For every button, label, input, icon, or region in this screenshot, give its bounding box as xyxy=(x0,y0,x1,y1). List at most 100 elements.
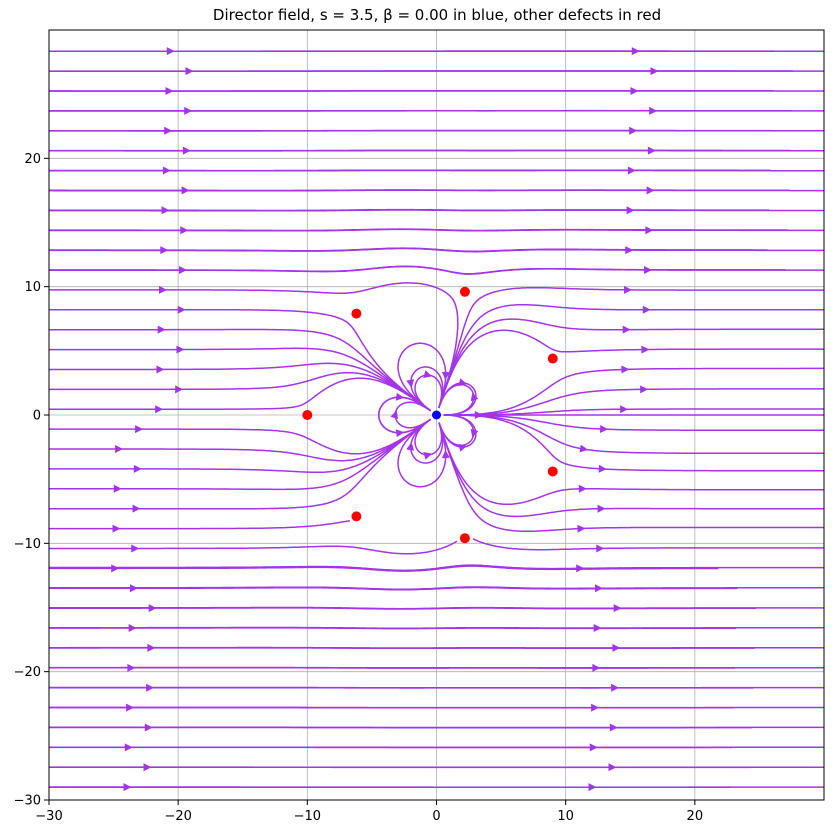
streamline xyxy=(438,382,477,416)
y-tick-label: −30 xyxy=(14,794,41,809)
streamline xyxy=(472,538,824,551)
streamline xyxy=(444,408,824,416)
streamline xyxy=(49,309,431,411)
y-tick-label: 10 xyxy=(24,280,41,295)
x-tick-label: −30 xyxy=(35,809,62,824)
streamline xyxy=(438,423,824,518)
streamline-arrow xyxy=(406,379,415,388)
streamline-arrow xyxy=(611,683,620,692)
streamline-arrow xyxy=(159,285,168,294)
streamline-arrow xyxy=(470,392,479,402)
other-defect-point xyxy=(547,466,558,477)
streamline-arrow xyxy=(591,703,600,712)
streamline-arrow xyxy=(640,385,649,394)
streamline-arrow xyxy=(623,285,633,294)
other-defect-point xyxy=(547,353,558,364)
streamline-arrow xyxy=(612,643,621,652)
streamline xyxy=(49,377,431,412)
streamline-arrow xyxy=(175,385,184,394)
streamline xyxy=(414,418,443,456)
chart-title: Director field, s = 3.5, β = 0.00 in blu… xyxy=(213,6,661,24)
streamline xyxy=(445,414,824,472)
streamline-arrow xyxy=(629,126,638,135)
main-defect-point xyxy=(432,410,441,420)
streamline xyxy=(49,564,824,572)
streamline-arrow xyxy=(441,371,450,380)
streamline-arrow xyxy=(597,504,606,513)
streamline-arrow xyxy=(113,484,122,493)
streamline-arrow xyxy=(423,370,433,378)
streamline xyxy=(49,228,824,232)
defect-markers xyxy=(302,286,558,544)
streamline-arrow xyxy=(596,544,605,553)
streamline xyxy=(49,371,430,411)
streamline xyxy=(49,540,458,555)
other-defect-point xyxy=(351,511,362,522)
streamline-arrow xyxy=(650,67,659,76)
streamline-arrow xyxy=(589,743,598,752)
streamline xyxy=(443,388,824,416)
streamline-arrow xyxy=(406,442,415,451)
streamline-arrow xyxy=(470,428,479,438)
streamline xyxy=(443,414,824,431)
streamline-arrow xyxy=(157,325,166,334)
streamline xyxy=(49,586,824,590)
streamline xyxy=(438,318,824,409)
streamline-arrow xyxy=(599,425,609,434)
streamline-arrow xyxy=(613,604,622,613)
streamline-arrow xyxy=(641,345,650,354)
streamline-arrow xyxy=(577,524,586,533)
x-axis-ticks: −30 −20 −10 0 10 20 xyxy=(35,800,703,824)
streamline-arrow xyxy=(621,365,630,374)
streamline-arrow xyxy=(647,146,656,155)
streamline xyxy=(443,367,824,416)
streamline xyxy=(49,418,432,491)
streamline-arrow xyxy=(133,464,142,473)
streamline-arrow xyxy=(626,206,635,215)
streamline xyxy=(49,209,824,212)
other-defect-point xyxy=(302,410,313,420)
streamline xyxy=(438,303,824,409)
streamline-arrow xyxy=(115,445,124,454)
streamline xyxy=(378,396,432,434)
streamline-arrow xyxy=(441,450,450,459)
streamline xyxy=(49,362,431,412)
streamline-arrow xyxy=(608,763,617,772)
streamline-arrow xyxy=(156,365,165,374)
streamline xyxy=(49,347,430,411)
streamline-arrow xyxy=(112,524,121,533)
streamline-arrow xyxy=(390,410,399,420)
streamline xyxy=(438,422,824,533)
streamline xyxy=(438,423,824,506)
streamline-arrow xyxy=(111,564,120,573)
streamline-arrow xyxy=(176,345,185,354)
streamline xyxy=(49,565,719,572)
streamline xyxy=(445,414,824,455)
streamline-arrow xyxy=(131,544,140,553)
streamline-arrow xyxy=(135,425,144,434)
streamline xyxy=(438,286,824,408)
streamline-arrow xyxy=(630,86,639,95)
streamline-arrow xyxy=(649,106,658,115)
streamline-arrow xyxy=(598,464,607,473)
streamline-arrow xyxy=(423,452,433,460)
streamline-arrow xyxy=(646,186,655,195)
streamline xyxy=(49,419,431,455)
streamline xyxy=(49,419,430,474)
streamline xyxy=(49,626,824,629)
x-tick-label: 10 xyxy=(557,809,574,824)
streamline-arrow xyxy=(625,246,634,255)
y-axis-ticks: −30 −20 −10 0 10 20 xyxy=(14,152,49,809)
streamline-arrow xyxy=(579,444,589,453)
streamline xyxy=(49,646,824,649)
streamline xyxy=(49,519,351,530)
x-tick-label: −20 xyxy=(164,809,191,824)
other-defect-point xyxy=(459,286,470,297)
streamline-arrow xyxy=(578,484,587,493)
streamline xyxy=(438,414,475,447)
streamline-arrow xyxy=(132,504,141,513)
streamline-arrow xyxy=(631,47,640,56)
streamline xyxy=(49,282,459,409)
other-defect-point xyxy=(351,308,362,319)
